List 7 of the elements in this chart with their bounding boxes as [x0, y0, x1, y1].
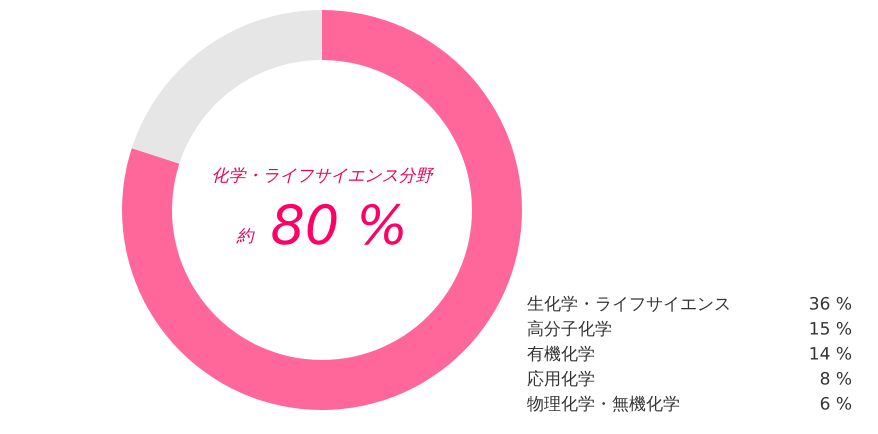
- text: 有機化学 14 %: [527, 344, 852, 364]
- data-label: 約 80 %: [235, 194, 408, 257]
- text: 生化学・ライフサイエンス 36 %: [527, 294, 852, 314]
- text: 高分子化学 15 %: [527, 320, 852, 340]
- text: 応用化学 8 %: [527, 370, 852, 390]
- slice-label: 化学・ライフサイエンス分野: [212, 166, 434, 186]
- text: 物理化学・無機化学 6 %: [527, 394, 852, 414]
